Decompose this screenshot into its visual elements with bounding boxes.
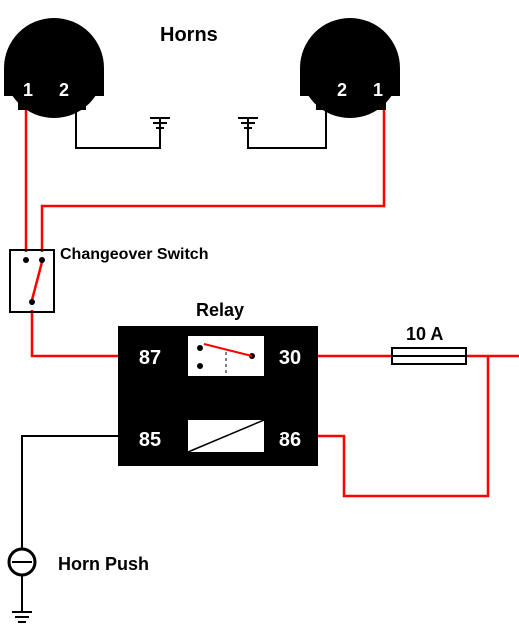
ground-left-icon xyxy=(150,118,170,130)
switch-lever xyxy=(32,262,42,300)
wire-horn2-ground xyxy=(248,96,326,148)
wire-relay85-to-push xyxy=(22,436,120,548)
relay-label: Relay xyxy=(196,300,244,321)
ground-bottom-icon xyxy=(12,612,32,622)
wire-relay86-to-supply xyxy=(316,356,488,496)
horns-title: Horns xyxy=(160,24,218,47)
changeover-label: Changeover Switch xyxy=(60,246,208,264)
horn-push-label: Horn Push xyxy=(58,554,149,575)
wire-switch-to-relay87 xyxy=(32,310,120,356)
horn-right-pin1: 1 xyxy=(373,80,383,100)
relay: 87 30 85 86 xyxy=(118,326,318,466)
horn-push xyxy=(9,549,35,575)
horn-left-pin1: 1 xyxy=(23,80,33,100)
relay-pin-85: 85 xyxy=(139,429,161,451)
fuse-label: 10 A xyxy=(406,324,443,345)
horn-left: 1 2 xyxy=(4,18,104,118)
horn-left-pin2: 2 xyxy=(59,80,69,100)
horn-right-pin2: 2 xyxy=(337,80,347,100)
relay-pin-86: 86 xyxy=(279,429,301,451)
changeover-switch xyxy=(10,250,54,312)
relay-pin-30: 30 xyxy=(279,347,301,369)
fuse xyxy=(392,348,466,364)
horn-right: 2 1 xyxy=(300,18,400,118)
ground-right-icon xyxy=(238,118,258,130)
relay-pin-87: 87 xyxy=(139,347,161,369)
